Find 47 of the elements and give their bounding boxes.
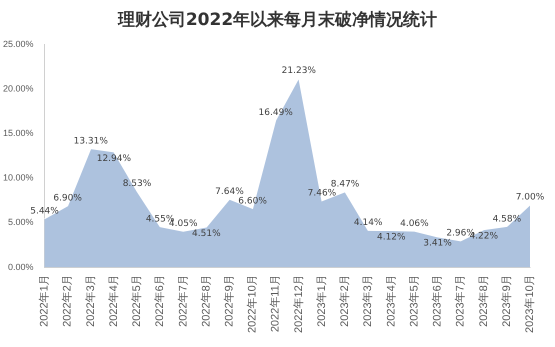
text: 3.41%: [423, 238, 452, 249]
text: 5.44%: [30, 206, 59, 217]
text: 7.64%: [215, 187, 244, 198]
y-tick-label: 5.00%: [8, 217, 34, 228]
x-tick-label: 2022年8月: [200, 274, 212, 327]
x-tick-label: 2022年12月: [292, 274, 305, 334]
text: 4.14%: [354, 218, 382, 228]
x-tick-label: 2022年3月: [84, 274, 97, 327]
text: 12.94%: [96, 154, 132, 164]
y-tick-label: 15.00%: [2, 128, 34, 138]
text: 8.47%: [330, 180, 360, 190]
x-tick-label: 2023年10月: [524, 274, 536, 334]
y-tick-label: 10.00%: [2, 172, 34, 183]
y-tick-label: 0.00%: [8, 262, 34, 272]
x-tick-label: 2022年6月: [154, 274, 166, 327]
text: 4.51%: [192, 228, 221, 239]
text: 4.12%: [376, 232, 406, 242]
text: 8.53%: [122, 179, 152, 190]
chart-title: 理财公司2022年以来每月末破净情况统计: [116, 9, 438, 31]
text: 7.46%: [308, 188, 336, 199]
text: 7.00%: [516, 192, 544, 203]
text: 4.06%: [400, 218, 429, 229]
y-tick-label: 25.00%: [2, 38, 34, 49]
x-tick-label: 2022年11月: [270, 274, 282, 332]
x-tick-label: 2022年7月: [177, 274, 190, 327]
x-tick-label: 2023年7月: [454, 274, 467, 327]
x-tick-label: 2022年5月: [131, 274, 144, 327]
text: 16.49%: [258, 108, 293, 118]
x-tick-label: 2023年9月: [500, 274, 513, 327]
x-tick-label: 2022年2月: [62, 274, 74, 327]
x-tick-label: 2023年5月: [408, 274, 420, 327]
x-tick-label: 2022年4月: [108, 274, 120, 327]
x-tick-label: 2022年1月: [38, 274, 51, 327]
x-tick-label: 2023年4月: [385, 274, 398, 327]
x-tick-label: 2023年8月: [478, 274, 490, 327]
x-tick-label: 2023年6月: [432, 274, 444, 327]
text: 6.90%: [53, 194, 82, 204]
x-tick-label: 2022年10月: [246, 274, 259, 334]
x-tick-label: 2023年3月: [362, 274, 374, 327]
text: 6.60%: [238, 196, 267, 206]
x-tick-label: 2023年1月: [316, 274, 328, 327]
y-tick-label: 20.00%: [2, 83, 34, 94]
text: 4.58%: [492, 214, 522, 224]
text: 21.23%: [282, 66, 316, 76]
text: 13.31%: [74, 136, 108, 146]
x-tick-label: 2022年9月: [224, 274, 236, 327]
x-tick-label: 2023年2月: [339, 274, 352, 327]
